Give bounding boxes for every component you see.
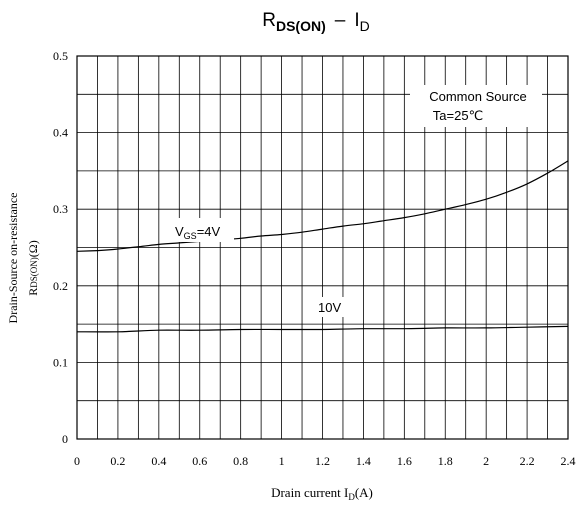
x-tick-label: 2 (483, 454, 489, 468)
chart-title: RDS(ON) – ID (262, 10, 370, 34)
title-r-sub: DS(ON) (276, 18, 326, 34)
x-tick-label: 2.4 (561, 454, 576, 468)
tick-labels: 0 0.2 0.4 0.6 0.8 1 1.2 1.4 1.6 1.8 2 2.2 2.4 0 0.1 0.2… (53, 49, 576, 468)
x-tick-label: 1.4 (356, 454, 371, 468)
x-axis-label: Drain current ID(A) (271, 485, 373, 502)
title-i: I (354, 10, 359, 31)
x-tick-label: 1.8 (438, 454, 453, 468)
x-axis-label-sub: D (348, 492, 355, 502)
x-tick-label: 1.2 (315, 454, 330, 468)
grid (77, 56, 568, 439)
y-tick-label: 0 (62, 432, 68, 446)
y-tick-label: 0.2 (53, 279, 68, 293)
vgs10-label-bg (313, 297, 349, 317)
y-tick-label: 0.3 (53, 202, 68, 216)
y-axis-label-unit: (Ω) (26, 240, 40, 257)
x-axis-label-main: Drain current I (271, 485, 348, 500)
y-axis-label-line2: RDS(ON)(Ω) (26, 240, 40, 295)
plot-frame (76, 55, 569, 440)
x-tick-label: 0.6 (192, 454, 207, 468)
series (76, 160, 569, 333)
condition-line-2: Ta=25℃ (433, 108, 483, 123)
x-tick-label: 2.2 (520, 454, 535, 468)
y-axis-label-line1: Drain-Source on-resistance (6, 193, 20, 324)
title-r: R (262, 10, 276, 31)
y-axis-label-sub: DS(ON) (29, 257, 39, 288)
condition-box-bg (410, 85, 542, 127)
vgs4-value: =4V (197, 224, 221, 239)
x-tick-label: 1.6 (397, 454, 412, 468)
x-tick-label: 0.2 (110, 454, 125, 468)
vgs4-label: VGS=4V (175, 224, 221, 241)
vgs4-label-bg (170, 218, 234, 242)
condition-line-1: Common Source (429, 89, 527, 104)
vgs4-main: V (175, 224, 184, 239)
x-tick-label: 1 (279, 454, 285, 468)
x-axis-label-unit: (A) (355, 485, 373, 500)
title-dash: – (335, 10, 346, 31)
x-tick-label: 0.4 (151, 454, 166, 468)
vgs10-label: 10V (318, 300, 341, 315)
title-i-sub: D (360, 18, 370, 34)
series-line-vgs-10v (76, 325, 569, 333)
vgs4-sub: GS (184, 231, 197, 241)
y-tick-label: 0.5 (53, 49, 68, 63)
y-tick-label: 0.1 (53, 355, 68, 369)
x-tick-label: 0.8 (233, 454, 248, 468)
y-axis-label-r: R (26, 288, 40, 296)
y-tick-label: 0.4 (53, 126, 68, 140)
x-tick-label: 0 (74, 454, 80, 468)
series-line-vgs-4v (76, 160, 569, 252)
